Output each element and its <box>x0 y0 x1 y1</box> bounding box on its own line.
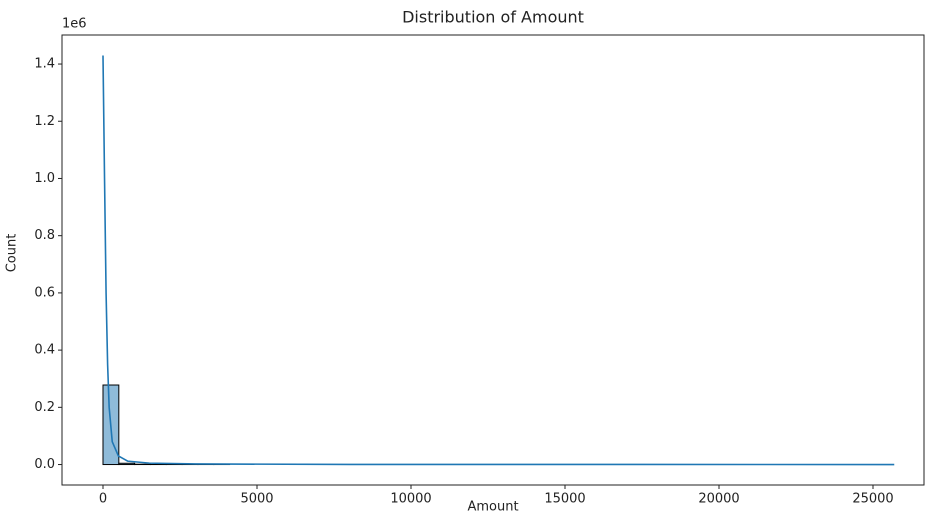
x-tick-label: 10000 <box>390 492 431 507</box>
y-tick-label: 0.8 <box>34 228 55 243</box>
y-tick-label: 1.2 <box>34 114 55 129</box>
y-tick-label: 0.4 <box>34 343 55 358</box>
y-axis-label: Count <box>5 234 20 273</box>
x-tick-label: 25000 <box>852 492 893 507</box>
chart-title: Distribution of Amount <box>402 8 584 27</box>
x-tick-label: 15000 <box>544 492 585 507</box>
plot-frame <box>61 34 925 486</box>
x-axis-label: Amount <box>467 500 518 515</box>
y-tick-label: 1.4 <box>34 57 55 72</box>
bar <box>118 462 136 466</box>
x-tick-label: 20000 <box>698 492 739 507</box>
y-tick-label: 0.0 <box>34 457 55 472</box>
x-tick-label: 5000 <box>240 492 273 507</box>
y-offset-label: 1e6 <box>62 17 87 32</box>
y-tick-label: 1.0 <box>34 171 55 186</box>
y-tick-label: 0.2 <box>34 400 55 415</box>
y-tick-label: 0.6 <box>34 285 55 300</box>
kde-line <box>102 55 895 466</box>
x-tick-label: 0 <box>99 492 107 507</box>
